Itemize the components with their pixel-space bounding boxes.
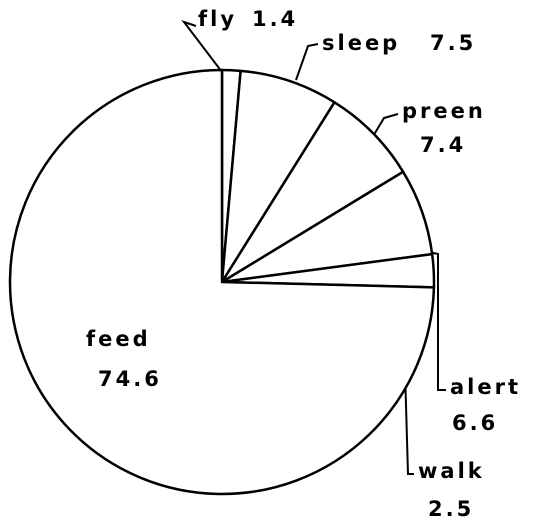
pie <box>8 68 436 496</box>
category-label: preen <box>402 99 486 123</box>
value-label: 6.6 <box>452 411 498 435</box>
value-label: 2.5 <box>428 497 474 521</box>
category-label: sleep <box>322 31 400 55</box>
value-label: 7.5 <box>430 31 476 55</box>
category-label: feed <box>86 327 151 351</box>
category-label: fly <box>198 7 237 31</box>
wedge <box>220 69 336 284</box>
leader-sleep <box>295 43 319 81</box>
value-label: 74.6 <box>98 367 162 391</box>
value-label: 1.4 <box>252 7 298 31</box>
category-label: walk <box>418 459 485 483</box>
leader-fly <box>181 20 223 73</box>
wedge <box>220 101 405 284</box>
leader-preen <box>371 113 399 139</box>
category-label: alert <box>450 375 521 399</box>
labels: fly 1.4 sleep 7.5 preen 7.4 alert 6.6 walk 2.5 fee… <box>86 7 521 521</box>
value-label: 7.4 <box>420 133 466 157</box>
wedge <box>8 68 436 496</box>
